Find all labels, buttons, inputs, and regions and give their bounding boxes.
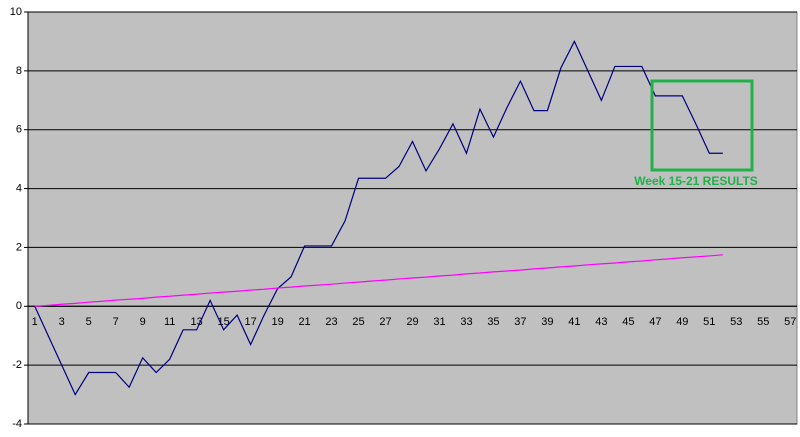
x-tick-label: 29 <box>406 316 418 328</box>
x-tick-label: 45 <box>622 316 634 328</box>
x-tick-label: 21 <box>298 316 310 328</box>
x-tick-label: 3 <box>59 316 65 328</box>
x-tick-label: 51 <box>703 316 715 328</box>
x-tick-label: 17 <box>244 316 256 328</box>
x-tick-label: 35 <box>487 316 499 328</box>
x-tick-label: 57 <box>784 316 796 328</box>
x-tick-label: 49 <box>676 316 688 328</box>
x-tick-label: 1 <box>32 316 38 328</box>
y-tick-label: 4 <box>16 182 22 194</box>
x-tick-label: 27 <box>379 316 391 328</box>
x-tick-label: 47 <box>649 316 661 328</box>
x-tick-label: 43 <box>595 316 607 328</box>
x-tick-label: 41 <box>568 316 580 328</box>
x-tick-label: 55 <box>757 316 769 328</box>
x-tick-label: 13 <box>191 316 203 328</box>
x-tick-label: 37 <box>514 316 526 328</box>
x-tick-label: 7 <box>113 316 119 328</box>
x-tick-label: 39 <box>541 316 553 328</box>
x-tick-label: 5 <box>86 316 92 328</box>
y-tick-label: 2 <box>16 241 22 253</box>
x-tick-label: 15 <box>217 316 229 328</box>
series-line <box>34 40 723 396</box>
y-tick-label: 6 <box>16 124 22 136</box>
x-tick-label: 11 <box>164 316 175 328</box>
x-tick-label: 19 <box>271 316 283 328</box>
x-tick-label: 9 <box>140 316 146 328</box>
plot-area <box>27 11 798 425</box>
annotation: Week 15-21 RESULTS <box>634 174 758 188</box>
y-tick-label: 10 <box>10 6 22 18</box>
highlight-box <box>650 79 754 172</box>
y-tick-label: 0 <box>16 300 22 312</box>
series-line <box>34 254 723 307</box>
y-tick-label: 8 <box>16 65 22 77</box>
x-tick-label: 25 <box>352 316 364 328</box>
x-tick-label: 53 <box>730 316 742 328</box>
x-tick-label: 31 <box>433 316 445 328</box>
x-tick-label: 23 <box>325 316 337 328</box>
y-tick-label: -2 <box>12 359 22 371</box>
y-tick-label: -4 <box>12 418 22 430</box>
x-tick-label: 33 <box>460 316 472 328</box>
